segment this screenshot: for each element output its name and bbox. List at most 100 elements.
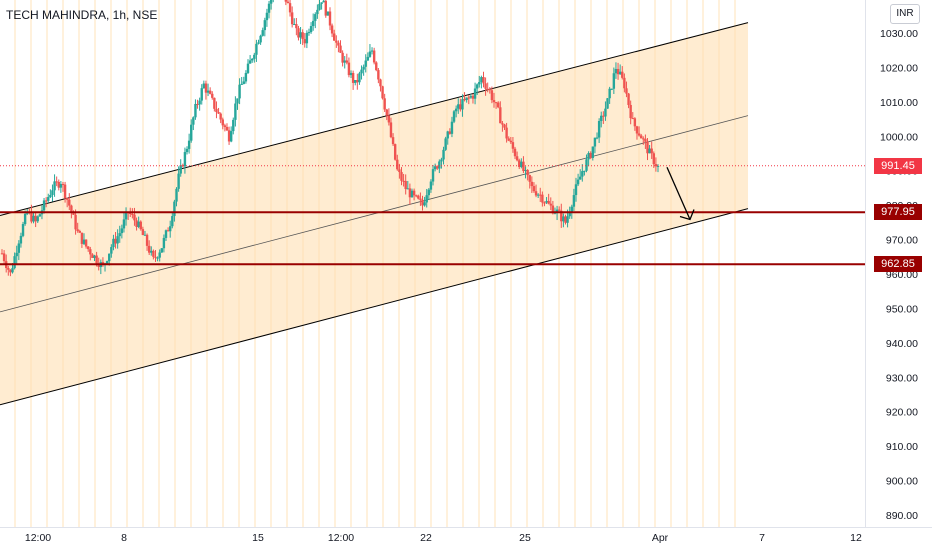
candle-body: [118, 233, 121, 237]
candle-body: [541, 194, 544, 203]
channel-lower-line[interactable]: [0, 208, 749, 406]
price-tick-label: 1010.00: [880, 97, 918, 109]
candle-body: [381, 86, 384, 99]
candle-body: [562, 216, 565, 222]
candle-body: [347, 62, 351, 76]
time-tick-label: 22: [420, 532, 432, 544]
candle-body: [534, 191, 538, 196]
candle-body: [404, 181, 407, 189]
candle-body: [566, 216, 569, 223]
candle-body: [349, 72, 353, 76]
candle-body: [520, 161, 523, 167]
candle-body: [656, 165, 660, 167]
price-tick-label: 890.00: [886, 510, 918, 522]
candle-body: [19, 235, 23, 244]
candle-body: [284, 0, 288, 2]
candle-body: [482, 77, 485, 84]
candle-body: [0, 253, 4, 255]
candle-body: [114, 238, 117, 244]
candle-body: [648, 148, 651, 154]
candle-body: [635, 126, 639, 134]
candle-body: [557, 209, 561, 211]
candle-body: [507, 138, 510, 141]
candle-body: [206, 90, 210, 93]
candle-body: [379, 79, 382, 87]
candle-body: [515, 156, 519, 161]
support1-price-badge: 977.95: [874, 204, 922, 221]
candle-body: [208, 90, 212, 94]
candle-body: [169, 226, 172, 232]
candle-body: [234, 103, 237, 120]
candle-body: [623, 77, 626, 89]
candle-body: [444, 138, 447, 150]
candle-body: [356, 79, 359, 83]
candle-body: [553, 212, 557, 214]
candle-body: [223, 125, 227, 127]
candle-body: [240, 83, 243, 85]
candle-body: [322, 0, 325, 3]
candle-body: [389, 122, 393, 138]
candle-body: [305, 32, 309, 44]
candle-body: [351, 72, 355, 83]
candle-body: [301, 32, 304, 40]
channel-upper-line[interactable]: [0, 22, 749, 216]
candle-body: [625, 88, 628, 94]
time-tick-label: 12:00: [328, 532, 354, 544]
projection-arrow[interactable]: [666, 167, 695, 221]
candle-body: [518, 160, 521, 167]
candle-body: [633, 118, 637, 127]
price-tick-label: 900.00: [886, 476, 918, 488]
candle-body: [372, 50, 376, 63]
candle-body: [576, 179, 580, 185]
candle-body: [21, 224, 25, 236]
candle-body: [120, 228, 124, 234]
candle-body: [57, 181, 60, 188]
candle-body: [475, 84, 479, 89]
candle-body: [288, 3, 292, 13]
candle-body: [164, 230, 168, 238]
candle-body: [30, 211, 33, 222]
candle-body: [160, 248, 163, 253]
candle-body: [442, 149, 445, 160]
candle-body: [295, 24, 298, 29]
candle-body: [131, 214, 134, 216]
candle-body: [93, 255, 96, 258]
candle-body: [572, 195, 576, 207]
candle-body: [253, 54, 256, 59]
time-tick-label: 8: [121, 532, 127, 544]
candle-body: [211, 93, 214, 98]
candle-body: [383, 98, 386, 110]
candle-body: [105, 261, 109, 264]
candle-body: [555, 209, 559, 213]
candle-body: [440, 159, 443, 162]
price-axis[interactable]: 1030.001020.001010.001000.00990.00980.00…: [880, 28, 918, 522]
candle-body: [61, 183, 65, 185]
candle-body: [236, 98, 239, 104]
candle-body: [492, 100, 496, 103]
candle-body: [545, 200, 548, 203]
candle-body: [568, 212, 571, 217]
candle-body: [421, 199, 424, 206]
candle-body: [450, 121, 454, 134]
candle-body: [183, 152, 187, 167]
candle-body: [595, 137, 599, 139]
candle-body: [293, 24, 296, 26]
channel-middle-line[interactable]: [0, 115, 749, 313]
candle-body: [179, 165, 182, 174]
currency-button[interactable]: INR: [890, 4, 920, 24]
price-tick-label: 910.00: [886, 441, 918, 453]
candle-body: [608, 88, 611, 99]
candle-body: [366, 56, 370, 61]
candle-body: [242, 81, 245, 84]
candle-body: [400, 172, 403, 181]
candle-body: [152, 250, 155, 257]
candle-body: [612, 73, 616, 89]
candle-body: [473, 88, 477, 99]
time-tick-label: Apr: [652, 532, 669, 544]
time-axis[interactable]: 12:00 8 15 12:00 22 25 Apr 7 12: [25, 532, 862, 544]
candle-body: [497, 102, 500, 108]
candle-body: [166, 230, 170, 232]
candle-body: [574, 184, 578, 196]
candle-body: [524, 169, 527, 171]
